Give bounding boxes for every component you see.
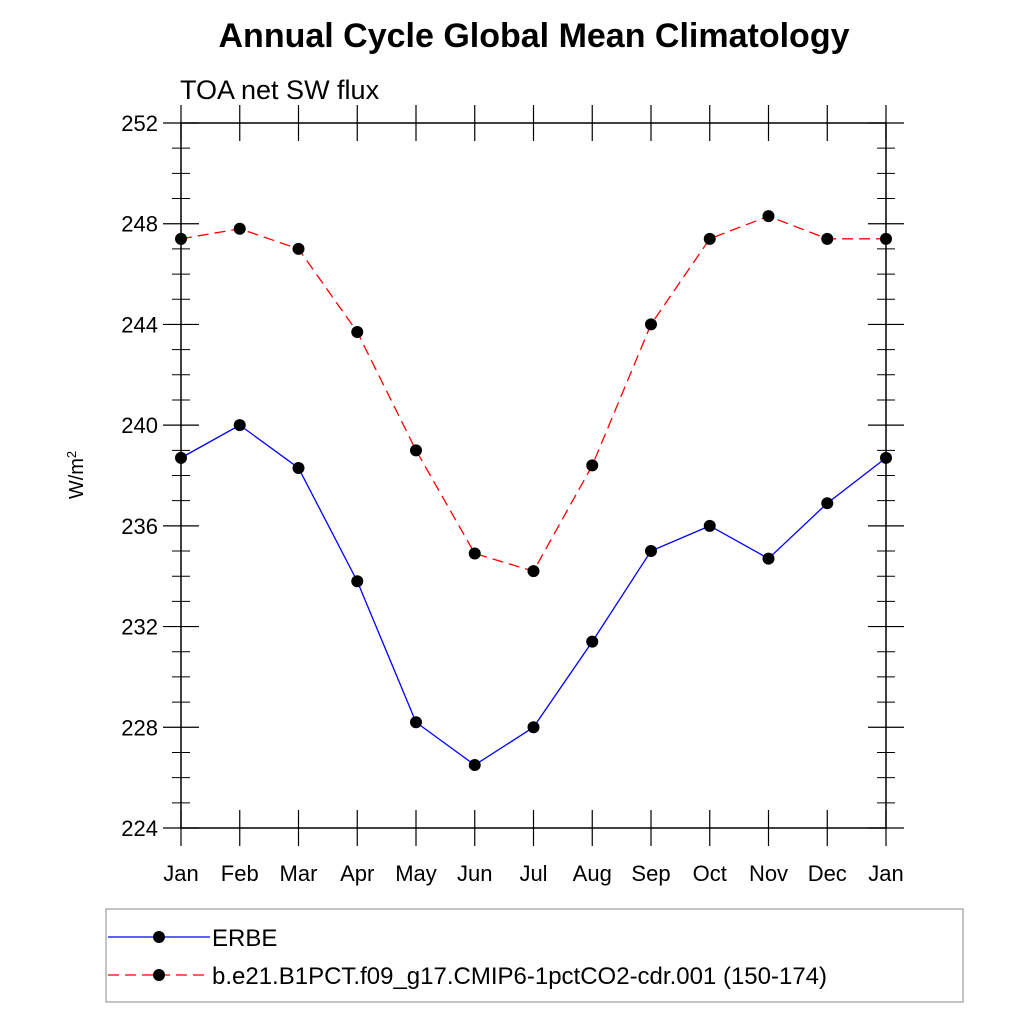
x-tick-label: Jan xyxy=(868,861,903,886)
data-point xyxy=(821,497,834,510)
data-point xyxy=(703,232,716,245)
data-point xyxy=(410,444,422,457)
data-point xyxy=(586,635,599,648)
data-point xyxy=(527,565,540,578)
data-point xyxy=(175,232,187,245)
y-tick-label: 240 xyxy=(121,413,158,438)
y-axis-label: W/m2 xyxy=(64,451,89,499)
legend-marker xyxy=(153,931,165,943)
x-tick-label: Jul xyxy=(519,861,547,886)
data-point xyxy=(292,461,305,474)
data-point xyxy=(468,759,481,772)
data-point xyxy=(645,318,657,331)
x-tick-label: Mar xyxy=(280,861,318,886)
legend-marker xyxy=(153,969,165,981)
data-point xyxy=(292,242,305,255)
axes: 224 228 232 236 240 244 248 252 Jan Feb Mar Apr May J… xyxy=(121,105,904,886)
legend-entry: ERBE xyxy=(108,925,277,952)
series-layer xyxy=(175,210,892,772)
y-tick-label: 248 xyxy=(121,212,158,237)
x-tick-label: Apr xyxy=(340,861,374,886)
x-tick-label: Sep xyxy=(631,861,670,886)
legend-box xyxy=(105,908,964,1003)
x-tick-label: Jan xyxy=(163,861,198,886)
y-tick-label: 236 xyxy=(121,514,158,539)
series-0 xyxy=(175,419,892,772)
data-point xyxy=(175,451,187,464)
data-point xyxy=(880,451,892,464)
series-1 xyxy=(175,210,892,578)
y-tick-label: 228 xyxy=(121,715,158,740)
x-tick-label: Dec xyxy=(808,861,847,886)
data-point xyxy=(586,459,599,472)
legend: ERBE b.e21.B1PCT.f09_g17.CMIP6-1pctCO2-cd… xyxy=(105,908,964,1003)
data-point xyxy=(880,232,892,245)
legend-entry: b.e21.B1PCT.f09_g17.CMIP6-1pctCO2-cdr.00… xyxy=(108,963,827,990)
y-tick-label: 252 xyxy=(121,111,158,136)
data-point xyxy=(410,716,422,729)
x-tick-label: Aug xyxy=(573,861,612,886)
data-point xyxy=(351,575,364,588)
legend-label: b.e21.B1PCT.f09_g17.CMIP6-1pctCO2-cdr.00… xyxy=(212,963,827,990)
x-tick-label: May xyxy=(395,861,437,886)
y-tick-label: 224 xyxy=(121,816,158,841)
data-point xyxy=(821,232,834,245)
data-point xyxy=(233,222,246,235)
x-tick-label: Feb xyxy=(221,861,259,886)
x-tick-label: Nov xyxy=(749,861,788,886)
data-point xyxy=(527,721,540,734)
data-point xyxy=(762,210,775,223)
data-point xyxy=(468,547,481,560)
data-point xyxy=(645,545,657,558)
y-axis-label-sup: 2 xyxy=(64,451,79,458)
data-point xyxy=(762,552,775,565)
y-axis-label-base: W/m xyxy=(66,458,88,499)
data-point xyxy=(703,519,716,532)
x-tick-label: Jun xyxy=(457,861,492,886)
data-point xyxy=(233,419,246,432)
series-line xyxy=(180,424,887,766)
legend-label: ERBE xyxy=(212,925,277,952)
y-tick-label: 244 xyxy=(121,312,158,337)
chart-title: Annual Cycle Global Mean Climatology xyxy=(219,17,850,55)
chart-subtitle: TOA net SW flux xyxy=(180,75,380,105)
y-tick-label: 232 xyxy=(121,615,158,640)
x-tick-label: Oct xyxy=(693,861,727,886)
data-point xyxy=(351,325,364,338)
series-line xyxy=(180,215,886,572)
